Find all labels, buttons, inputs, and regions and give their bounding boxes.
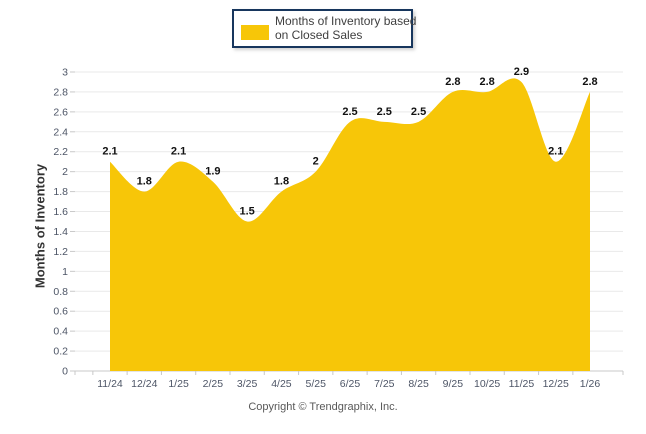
- legend-swatch: [241, 25, 269, 40]
- legend-label-line2: on Closed Sales: [275, 27, 363, 42]
- y-tick-label: 2.6: [53, 106, 68, 118]
- x-tick-label: 4/25: [271, 378, 292, 390]
- data-point-label: 2.5: [377, 106, 392, 118]
- y-tick-label: 1.2: [53, 246, 68, 258]
- data-point-label: 2.1: [102, 146, 117, 158]
- y-tick-label: 1.6: [53, 206, 68, 218]
- legend: Months of Inventory based on Closed Sale…: [232, 9, 417, 48]
- copyright-footer: Copyright © Trendgraphix, Inc.: [248, 401, 398, 413]
- x-tick-label: 7/25: [374, 378, 395, 390]
- data-point-label: 2.8: [582, 76, 597, 88]
- data-point-label: 2: [313, 156, 319, 168]
- data-point-label: 2.5: [411, 106, 426, 118]
- data-point-label: 1.8: [274, 176, 289, 188]
- y-tick-label: 1.4: [53, 226, 68, 238]
- x-tick-label: 12/24: [131, 378, 157, 390]
- legend-label-line1: Months of Inventory based: [275, 14, 417, 28]
- data-point-label: 2.8: [445, 76, 460, 88]
- data-point-label: 2.5: [342, 106, 357, 118]
- x-tick-label: 2/25: [203, 378, 224, 390]
- x-tick-label: 8/25: [408, 378, 429, 390]
- x-tick-label: 9/25: [443, 378, 464, 390]
- data-point-label: 1.9: [205, 166, 220, 178]
- area-series: [110, 78, 590, 371]
- x-tick-label: 1/26: [580, 378, 601, 390]
- y-tick-label: 1.8: [53, 186, 68, 198]
- y-tick-label: 0.4: [53, 326, 68, 338]
- y-tick-label: 2.2: [53, 146, 68, 158]
- data-point-label: 2.1: [171, 146, 186, 158]
- y-tick-label: 0.2: [53, 346, 68, 358]
- y-tick-labels: 0 0.2 0.4 0.6 0.8 1 1.2 1.4 1.6 1.8 2 2.2 2.4 2.6 2.8 3: [53, 67, 68, 378]
- y-tick-label: 2.4: [53, 126, 68, 138]
- y-tick-label: 1: [62, 266, 68, 278]
- y-tick-label: 0: [62, 366, 68, 378]
- x-tick-label: 1/25: [168, 378, 189, 390]
- x-tick-label: 12/25: [543, 378, 569, 390]
- y-tick-label: 0.6: [53, 306, 68, 318]
- x-tick-label: 5/25: [305, 378, 326, 390]
- data-point-label: 2.9: [514, 66, 529, 78]
- data-point-label: 2.8: [479, 76, 494, 88]
- data-point-label: 1.5: [239, 206, 254, 218]
- x-tick-label: 10/25: [474, 378, 500, 390]
- y-tick-label: 2.8: [53, 86, 68, 98]
- x-tick-label: 3/25: [237, 378, 258, 390]
- y-tick-label: 2: [62, 166, 68, 178]
- x-tick-labels: 11/24 12/24 1/25 2/25 3/25 4/25 5/25 6/25 7/25 8/…: [97, 378, 600, 390]
- y-tick-label: 0.8: [53, 286, 68, 298]
- legend-label: Months of Inventory based on Closed Sale…: [275, 14, 417, 42]
- x-tick-label: 6/25: [340, 378, 361, 390]
- data-point-label: 2.1: [548, 146, 563, 158]
- x-tick-label: 11/25: [509, 378, 535, 390]
- data-labels: 2.1 1.8 2.1 1.9 1.5 1.8 2 2.5 2.5 2.5 2.8 2.8 2.9 2.1…: [102, 66, 597, 218]
- data-point-label: 1.8: [137, 176, 152, 188]
- y-tick-label: 3: [62, 67, 68, 79]
- x-tick-label: 11/24: [97, 378, 123, 390]
